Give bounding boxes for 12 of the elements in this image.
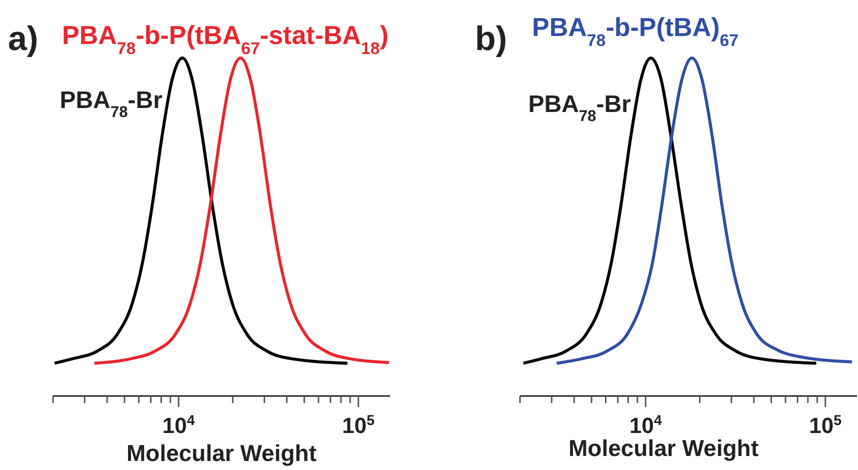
x-axis-title: Molecular Weight [126, 440, 317, 466]
x-tick-label: 10$^{5}$ [809, 413, 842, 438]
series-label: PBA$_{78}$-Br [528, 91, 631, 124]
chart-title: a) [8, 20, 38, 58]
series-label: PBA$_{78}$-b-P(tBA$_{67}$-stat-BA$_{18}$) [62, 20, 388, 58]
x-tick-label: 10$^{4}$ [162, 413, 195, 438]
series-label: PBA$_{78}$-Br [60, 87, 162, 120]
series-label: PBA$_{78}$-b-P(tBA)$_{67}$ [532, 12, 739, 50]
x-tick-label: 10$^{4}$ [629, 413, 662, 438]
x-axis-title: Molecular Weight [568, 435, 759, 461]
chart-title: b) [475, 20, 508, 58]
x-tick-label: 10$^{5}$ [342, 413, 375, 438]
